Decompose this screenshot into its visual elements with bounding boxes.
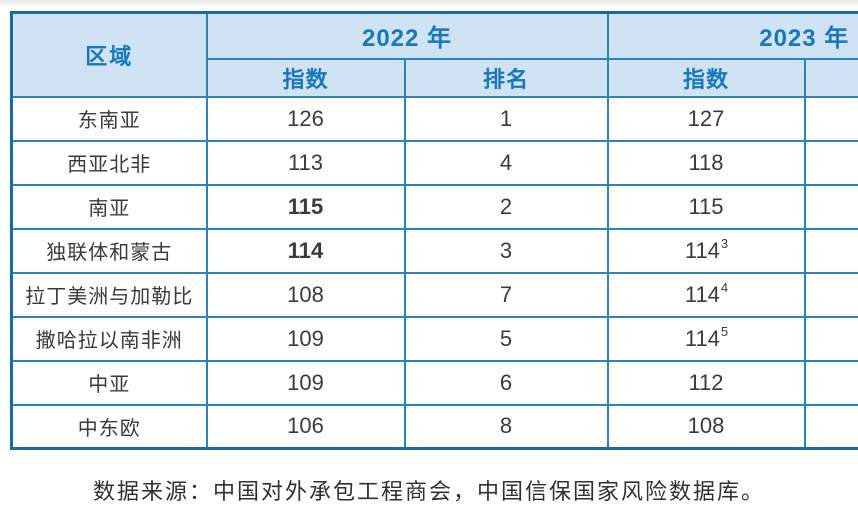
index-2022-cell: 106 xyxy=(205,403,406,450)
region-cell: 西亚北非 xyxy=(10,139,208,186)
index-2023-value: 114 xyxy=(684,281,720,307)
index-2022-cell: 113 xyxy=(205,139,406,186)
index-2023-value: 114 xyxy=(684,237,720,263)
rank-2023-cell-cutoff xyxy=(803,359,858,406)
rank-2023-cell-cutoff xyxy=(803,227,858,274)
region-cell: 南亚 xyxy=(10,183,208,230)
region-risk-index-table: 区域 2022 年 2023 年 指数 排名 指数 东南亚 126 1 127 … xyxy=(10,11,858,450)
column-group-2023: 2023 年 xyxy=(606,11,858,60)
index-2022-cell: 108 xyxy=(205,271,406,318)
region-cell: 中亚 xyxy=(10,359,208,406)
rank-2022-cell: 8 xyxy=(403,403,609,450)
table-row-central-eastern-europe: 中东欧 106 8 108 xyxy=(10,403,858,450)
rank-2023-cell-cutoff xyxy=(803,183,858,230)
table-row-central-asia: 中亚 109 6 112 xyxy=(10,359,858,406)
region-cell: 撒哈拉以南非洲 xyxy=(10,315,208,362)
footnote-marker: 5 xyxy=(720,324,729,340)
rank-2023-cell-cutoff xyxy=(803,271,858,318)
column-header-rank-2022: 排名 xyxy=(403,57,609,98)
data-source-note: 数据来源：中国对外承包工程商会，中国信保国家风险数据库。 xyxy=(92,479,765,504)
rank-2022-cell: 7 xyxy=(403,271,609,318)
column-header-region: 区域 xyxy=(10,11,208,98)
column-header-rank-2023-cutoff xyxy=(803,57,858,98)
table-row-west-asia-north-africa: 西亚北非 113 4 118 xyxy=(10,139,858,186)
index-2023-cell: 1145 xyxy=(606,315,806,362)
header-row-subcolumns: 指数 排名 指数 xyxy=(12,57,858,98)
page-top-shadow xyxy=(0,0,858,7)
table-row-cis-mongolia: 独联体和蒙古 114 3 1143 xyxy=(10,227,858,274)
index-2022-cell: 126 xyxy=(205,95,406,142)
rank-2022-cell: 1 xyxy=(403,95,609,142)
index-2023-value: 114 xyxy=(684,325,720,351)
index-2023-value: 127 xyxy=(687,105,725,131)
rank-2022-cell: 3 xyxy=(403,227,609,274)
region-cell: 中东欧 xyxy=(10,403,208,450)
index-2023-cell: 118 xyxy=(606,139,806,186)
header-row-years: 区域 2022 年 2023 年 xyxy=(10,11,858,98)
index-2023-value: 108 xyxy=(687,413,725,439)
index-2022-cell: 109 xyxy=(205,315,406,362)
rank-2022-cell: 5 xyxy=(403,315,609,362)
table-row-latin-america-caribbean: 拉丁美洲与加勒比 108 7 1144 xyxy=(10,271,858,318)
region-cell: 拉丁美洲与加勒比 xyxy=(10,271,208,318)
index-2023-cell: 108 xyxy=(606,403,806,450)
column-group-2022: 2022 年 xyxy=(205,11,609,60)
rank-2023-cell-cutoff xyxy=(803,139,858,186)
footnote-marker: 3 xyxy=(720,236,729,252)
index-2022-cell: 109 xyxy=(205,359,406,406)
rank-2023-cell-cutoff xyxy=(803,403,858,450)
rank-2022-cell: 2 xyxy=(403,183,609,230)
index-2023-value: 115 xyxy=(688,193,724,219)
table-row-sub-saharan-africa: 撒哈拉以南非洲 109 5 1145 xyxy=(10,315,858,362)
table-row-southeast-asia: 东南亚 126 1 127 xyxy=(10,95,858,142)
index-2023-cell: 1144 xyxy=(606,271,806,318)
footnote-marker: 4 xyxy=(720,280,729,296)
region-cell: 东南亚 xyxy=(10,95,208,142)
index-2023-cell: 1143 xyxy=(606,227,806,274)
index-2022-cell: 114 xyxy=(205,227,406,274)
table-row-south-asia: 南亚 115 2 115 xyxy=(10,183,858,230)
column-header-index-2023: 指数 xyxy=(606,57,806,98)
index-2023-value: 118 xyxy=(688,149,724,175)
index-2023-cell: 115 xyxy=(606,183,806,230)
rank-2023-cell-cutoff xyxy=(803,95,858,142)
column-header-index-2022: 指数 xyxy=(205,57,406,98)
rank-2022-cell: 4 xyxy=(403,139,609,186)
index-2023-value: 112 xyxy=(688,369,724,395)
index-2023-cell: 127 xyxy=(606,95,806,142)
region-cell: 独联体和蒙古 xyxy=(10,227,208,274)
index-2022-cell: 115 xyxy=(205,183,406,230)
rank-2022-cell: 6 xyxy=(403,359,609,406)
index-2023-cell: 112 xyxy=(606,359,806,406)
rank-2023-cell-cutoff xyxy=(803,315,858,362)
